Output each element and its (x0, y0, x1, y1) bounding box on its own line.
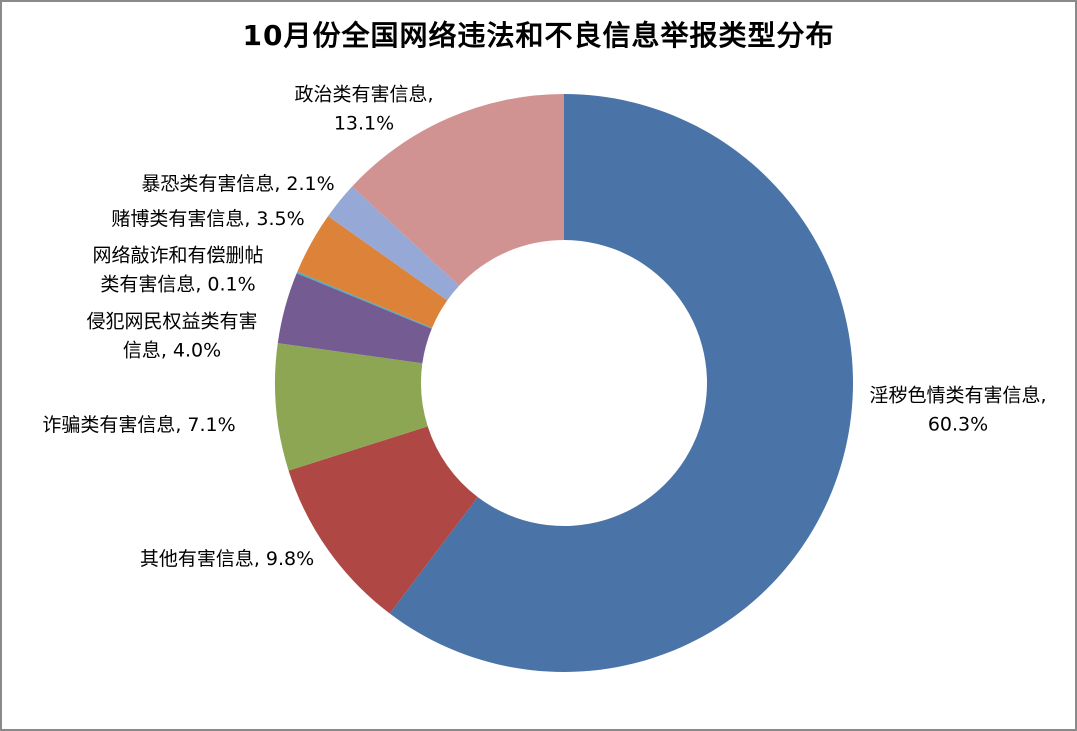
pie-slice-7 (352, 94, 564, 286)
chart-title: 10月份全国网络违法和不良信息举报类型分布 (242, 19, 835, 52)
pie-slice-5 (297, 216, 448, 328)
pie-slice-0 (389, 94, 854, 672)
pie-slice-6 (328, 186, 460, 301)
pie-slice-1 (288, 426, 478, 614)
pie-slice-4 (296, 271, 433, 329)
pie-slice-2 (275, 343, 428, 471)
pie-slice-3 (277, 273, 432, 364)
